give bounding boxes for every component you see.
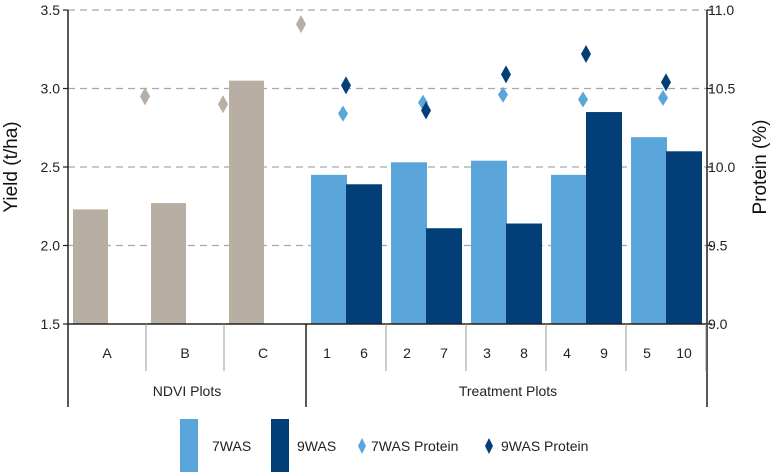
- y-tick-left: 2.0: [41, 238, 61, 254]
- category-label-9was: 8: [520, 345, 528, 361]
- y-axis-right-title: Protein (%): [750, 119, 771, 214]
- bar-ndvi-B: [151, 203, 186, 324]
- category-label-7was: 5: [643, 345, 651, 361]
- marker-7was-protein: [338, 105, 348, 122]
- legend-label-9was: 9WAS: [297, 438, 336, 454]
- bar-9was: [506, 223, 542, 324]
- y-tick-right: 9.0: [708, 316, 728, 332]
- marker-9was-protein: [581, 44, 591, 63]
- category-label-9was: 6: [360, 345, 368, 361]
- marker-ndvi-protein-A: [140, 87, 150, 106]
- category-label-9was: 9: [600, 345, 608, 361]
- bar-9was: [346, 184, 382, 324]
- y-axis-left-title: Yield (t/ha): [1, 121, 22, 212]
- y-tick-left: 2.5: [41, 159, 61, 175]
- bar-7was: [551, 174, 587, 324]
- y-tick-right: 10.5: [708, 81, 735, 97]
- category-label-7was: 3: [483, 345, 491, 361]
- category-label-ndvi: B: [180, 345, 189, 361]
- bar-7was: [631, 137, 667, 324]
- marker-9was-protein: [421, 101, 431, 120]
- marker-9was-protein: [501, 65, 511, 84]
- group-label-ndvi: NDVI Plots: [153, 383, 221, 399]
- bar-9was: [666, 151, 702, 324]
- y-tick-right: 11.0: [708, 2, 734, 18]
- category-label-ndvi: A: [102, 345, 112, 361]
- marker-7was-protein: [498, 86, 508, 103]
- marker-ndvi-protein-B: [218, 95, 228, 114]
- category-label-7was: 4: [563, 345, 571, 361]
- category-label-9was: 7: [440, 345, 448, 361]
- legend-swatch-9was: [271, 419, 289, 472]
- group-label-treatment: Treatment Plots: [459, 383, 557, 399]
- bar-9was: [426, 228, 462, 324]
- category-label-7was: 2: [403, 345, 411, 361]
- legend: 7WAS 9WAS 7WAS Protein 9WAS Protein: [180, 419, 588, 472]
- y-tick-left: 3.5: [41, 2, 61, 18]
- y-tick-left: 1.5: [41, 316, 61, 332]
- bar-7was: [471, 160, 507, 324]
- marker-9was-protein: [341, 76, 351, 95]
- bars: [73, 80, 702, 325]
- legend-marker-7was-protein: [358, 438, 366, 454]
- y-tick-right: 10.0: [708, 159, 735, 175]
- category-label-ndvi: C: [258, 345, 268, 361]
- bar-ndvi-A: [73, 209, 108, 324]
- marker-ndvi-protein-C: [296, 15, 306, 34]
- tick-labels: 1.5 2.0 2.5 3.0 3.5 9.0 9.5 10.0 10.5 11.0: [41, 2, 736, 332]
- legend-label-9was-protein: 9WAS Protein: [501, 438, 588, 454]
- legend-swatch-7was: [180, 419, 198, 472]
- legend-label-7was: 7WAS: [212, 438, 251, 454]
- y-tick-right: 9.5: [708, 238, 728, 254]
- axes: [63, 9, 712, 407]
- category-label-7was: 1: [323, 345, 331, 361]
- y-tick-left: 3.0: [41, 81, 61, 97]
- category-label-9was: 10: [676, 345, 692, 361]
- bar-ndvi-C: [229, 80, 264, 325]
- category-labels: A B C 1 6 2 7 3 8 4 9 5 10: [102, 345, 692, 361]
- legend-label-7was-protein: 7WAS Protein: [371, 438, 458, 454]
- marker-7was-protein: [578, 91, 588, 108]
- bar-7was: [391, 162, 427, 324]
- marker-7was-protein: [658, 89, 668, 106]
- protein-markers: [140, 15, 671, 122]
- bar-7was: [311, 174, 347, 324]
- bar-9was: [586, 112, 622, 324]
- marker-9was-protein: [661, 73, 671, 92]
- legend-marker-9was-protein: [485, 438, 493, 454]
